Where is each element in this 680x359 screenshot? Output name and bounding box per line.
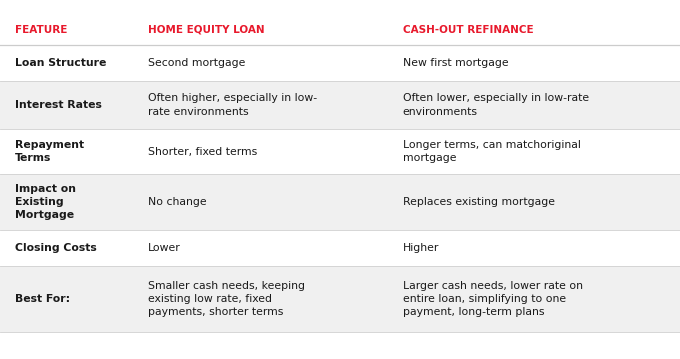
Bar (0, 129, 680, 174)
Text: Shorter, fixed terms: Shorter, fixed terms (148, 147, 258, 157)
Text: Longer terms, can matchoriginal
mortgage: Longer terms, can matchoriginal mortgage (403, 140, 581, 163)
Bar (0, 174, 680, 230)
Bar (0, 266, 680, 332)
Text: Closing Costs: Closing Costs (15, 243, 97, 253)
Text: Often lower, especially in low-rate
environments: Often lower, especially in low-rate envi… (403, 93, 589, 117)
Text: Smaller cash needs, keeping
existing low rate, fixed
payments, shorter terms: Smaller cash needs, keeping existing low… (148, 281, 305, 317)
Text: Repayment
Terms: Repayment Terms (15, 140, 84, 163)
Text: Loan Structure: Loan Structure (15, 58, 106, 68)
Text: CASH-OUT REFINANCE: CASH-OUT REFINANCE (403, 25, 533, 34)
Text: New first mortgage: New first mortgage (403, 58, 508, 68)
Text: HOME EQUITY LOAN: HOME EQUITY LOAN (148, 25, 265, 34)
Text: Impact on
Existing
Mortgage: Impact on Existing Mortgage (15, 184, 76, 220)
Text: Larger cash needs, lower rate on
entire loan, simplifying to one
payment, long-t: Larger cash needs, lower rate on entire … (403, 281, 583, 317)
Bar (0, 81, 680, 129)
Text: Interest Rates: Interest Rates (15, 100, 102, 110)
Text: No change: No change (148, 197, 207, 207)
Bar (0, 230, 680, 266)
Text: Second mortgage: Second mortgage (148, 58, 245, 68)
Bar (0, 45, 680, 81)
Text: Replaces existing mortgage: Replaces existing mortgage (403, 197, 555, 207)
Text: Lower: Lower (148, 243, 181, 253)
Text: FEATURE: FEATURE (15, 25, 67, 34)
Text: Higher: Higher (403, 243, 439, 253)
Text: Often higher, especially in low-
rate environments: Often higher, especially in low- rate en… (148, 93, 318, 117)
Text: Best For:: Best For: (15, 294, 70, 304)
